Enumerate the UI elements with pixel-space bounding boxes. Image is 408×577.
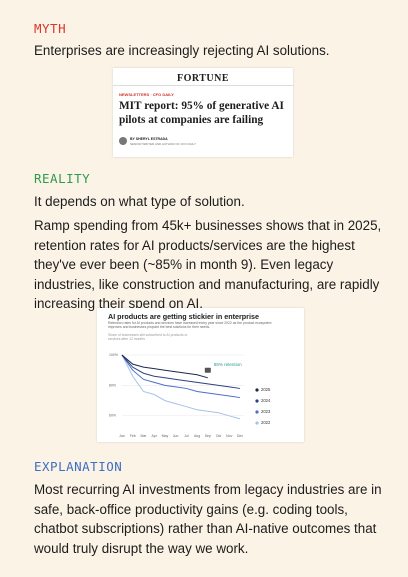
- legend-label: 2024: [261, 398, 271, 403]
- legend-swatch: [255, 421, 259, 425]
- chart-card: AI products are getting stickier in ente…: [97, 308, 304, 442]
- line-series: [121, 354, 241, 389]
- y-tick-label: 80%: [109, 383, 116, 387]
- x-tick-label: Sep: [205, 434, 211, 438]
- headline: MIT report: 95% of generative AI pilots …: [119, 100, 284, 126]
- legend-swatch: [255, 399, 259, 403]
- line-series: [121, 354, 241, 420]
- x-tick-label: May: [162, 434, 169, 438]
- annotation-marker: [204, 367, 211, 373]
- legend-label: 2025: [261, 387, 271, 392]
- section: NEWSLETTERS · CFO DAILY: [119, 92, 174, 97]
- y-tick-label: 60%: [109, 414, 116, 418]
- line-series: [121, 354, 241, 399]
- publication: FORTUNE: [176, 73, 230, 84]
- reality-paragraph: Ramp spending from 45k+ businesses shows…: [34, 218, 382, 311]
- x-tick-label: Apr: [151, 434, 157, 438]
- chart-subtitle: Retention rates for AI products and serv…: [108, 321, 272, 329]
- x-tick-label: Jan: [119, 434, 125, 438]
- x-tick-label: Dec: [237, 434, 243, 438]
- x-tick-label: Jul: [184, 434, 189, 438]
- myth-label: MYTH: [34, 21, 67, 36]
- legend-label: 2023: [261, 409, 271, 414]
- article-card: FORTUNE NEWSLETTERS · CFO DAILY MIT repo…: [113, 68, 293, 157]
- x-tick-label: Aug: [194, 434, 200, 438]
- x-tick-label: Jun: [173, 434, 179, 438]
- myth-text: Enterprises are increasingly rejecting A…: [34, 43, 330, 58]
- legend-label: 2022: [261, 420, 271, 425]
- legend-swatch: [255, 388, 259, 392]
- x-tick-label: Oct: [216, 434, 221, 438]
- legend-swatch: [255, 410, 259, 414]
- y-axis-label: Share of businesses still subscribed to …: [108, 333, 188, 341]
- reality-text: It depends on what type of solution.: [34, 194, 245, 209]
- x-tick-label: Nov: [226, 434, 232, 438]
- byline-role: SENIOR WRITER AND AUTHOR OF CFO DAILY: [130, 142, 196, 146]
- x-tick-label: Mar: [140, 434, 147, 438]
- reality-label: REALITY: [34, 171, 91, 186]
- chart: 60% 80% 100% Jan Feb Mar Apr May Jun Jul Aug Sep Oct…: [109, 353, 271, 438]
- y-tick-label: 100%: [109, 353, 118, 357]
- explanation-label: EXPLANATION: [34, 459, 123, 474]
- explanation-paragraph: Most recurring AI investments from legac…: [34, 482, 382, 556]
- chart-title: AI products are getting stickier in ente…: [108, 312, 259, 321]
- line-series: [121, 354, 208, 379]
- byline: BY SHERYL ESTRADA: [130, 137, 168, 141]
- annotation: 85% retention: [214, 362, 242, 367]
- x-tick-label: Feb: [130, 434, 136, 438]
